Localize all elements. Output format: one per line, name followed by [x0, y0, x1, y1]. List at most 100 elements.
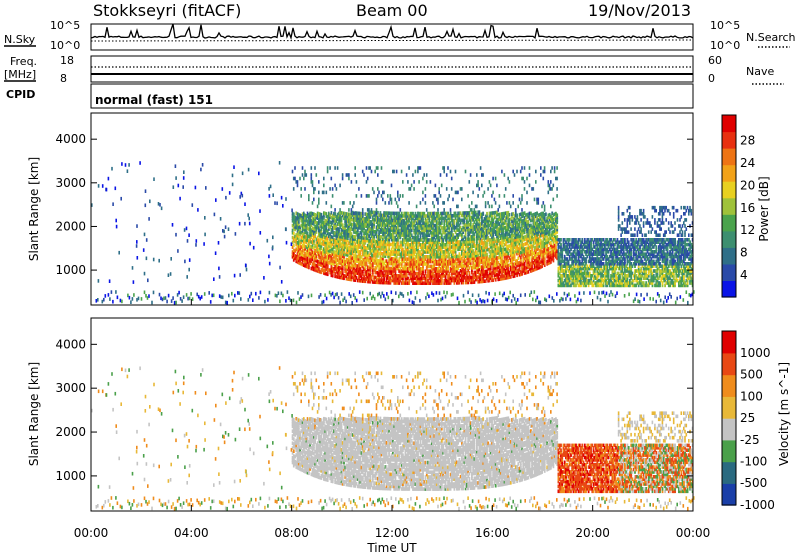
power-cell [405, 264, 408, 269]
power-cell [336, 292, 338, 296]
power-cell [427, 245, 429, 249]
power-cell [378, 244, 380, 249]
power-cell [418, 255, 421, 259]
power-cell [419, 262, 422, 266]
power-cell [440, 262, 443, 266]
power-cell [492, 225, 495, 230]
power-cell [340, 266, 343, 270]
power-cell [489, 276, 492, 280]
power-cell [331, 218, 334, 223]
power-cell [97, 298, 99, 302]
power-cell [374, 213, 377, 217]
power-cell [355, 259, 358, 263]
power-cell [477, 229, 480, 234]
power-cell [306, 250, 309, 255]
power-cell [482, 255, 485, 260]
power-cell [103, 297, 105, 302]
power-cell [440, 216, 443, 221]
power-cell [471, 256, 473, 261]
power-cell [658, 294, 660, 298]
power-cell [389, 257, 392, 261]
power-cell [350, 222, 353, 227]
power-cell [408, 231, 411, 235]
power-cell [415, 221, 418, 225]
power-cell [474, 261, 477, 265]
power-cell [358, 274, 360, 278]
power-cell [503, 173, 506, 177]
power-cell [472, 230, 475, 234]
power-cell [326, 250, 329, 255]
power-cell [324, 211, 327, 216]
power-cell [469, 208, 472, 212]
power-cell [516, 213, 518, 218]
power-cell [479, 275, 482, 279]
power-cell [360, 216, 363, 221]
power-cell [453, 276, 456, 280]
power-cell [390, 242, 393, 247]
power-cell [492, 220, 495, 225]
power-cell [479, 246, 482, 250]
power-cell [394, 228, 397, 232]
power-cell [423, 228, 426, 233]
power-cell [344, 223, 347, 228]
power-cell [344, 216, 347, 221]
power-cell [481, 270, 483, 274]
power-cell [481, 183, 483, 188]
power-cell [314, 232, 316, 236]
power-cell [394, 216, 397, 220]
power-cell [310, 240, 313, 244]
power-cell [408, 264, 411, 269]
power-cell [390, 225, 393, 230]
power-cell [429, 211, 432, 216]
power-cell [346, 272, 349, 276]
power-cell [331, 247, 334, 252]
power-cell [373, 239, 375, 244]
power-cell [388, 259, 390, 263]
power-cell [429, 274, 432, 278]
power-cell [419, 276, 422, 281]
power-cell [405, 271, 408, 276]
nave-label: Nave [746, 65, 774, 78]
power-cell [388, 266, 390, 271]
power-cell [404, 226, 407, 230]
power-cell [394, 247, 397, 252]
power-cell [467, 239, 470, 244]
power-cell [361, 226, 364, 231]
power-cell [326, 262, 329, 267]
power-cell [435, 281, 438, 285]
power-cell [479, 166, 482, 170]
power-cell [377, 225, 379, 229]
power-cell [466, 271, 468, 275]
power-cell [301, 236, 304, 240]
power-cell [388, 237, 390, 242]
power-cell [477, 253, 480, 258]
power-cell [377, 187, 379, 191]
power-cell [318, 295, 320, 299]
power-cell [482, 211, 484, 216]
power-cell [491, 216, 493, 220]
power-cell [432, 235, 434, 240]
power-cell [342, 298, 344, 302]
power-cell [353, 211, 355, 216]
power-cell [486, 219, 488, 223]
power-cell [443, 226, 446, 230]
power-cell [339, 244, 342, 249]
power-cell [410, 183, 413, 188]
power-cell [444, 252, 447, 257]
power-cell [358, 187, 360, 191]
power-cell [493, 223, 496, 227]
power-cell [458, 233, 461, 237]
power-cell [392, 257, 394, 261]
power-cell [443, 278, 446, 283]
power-cell [459, 245, 462, 249]
power-cell [430, 214, 433, 218]
power-cell [487, 262, 490, 266]
power-cell [313, 234, 315, 238]
power-cell [488, 223, 491, 228]
power-cell [361, 221, 364, 226]
power-cell [437, 276, 439, 281]
power-cell [387, 264, 389, 268]
power-cell [321, 258, 324, 263]
power-cell [405, 278, 408, 283]
power-cell [423, 211, 426, 216]
